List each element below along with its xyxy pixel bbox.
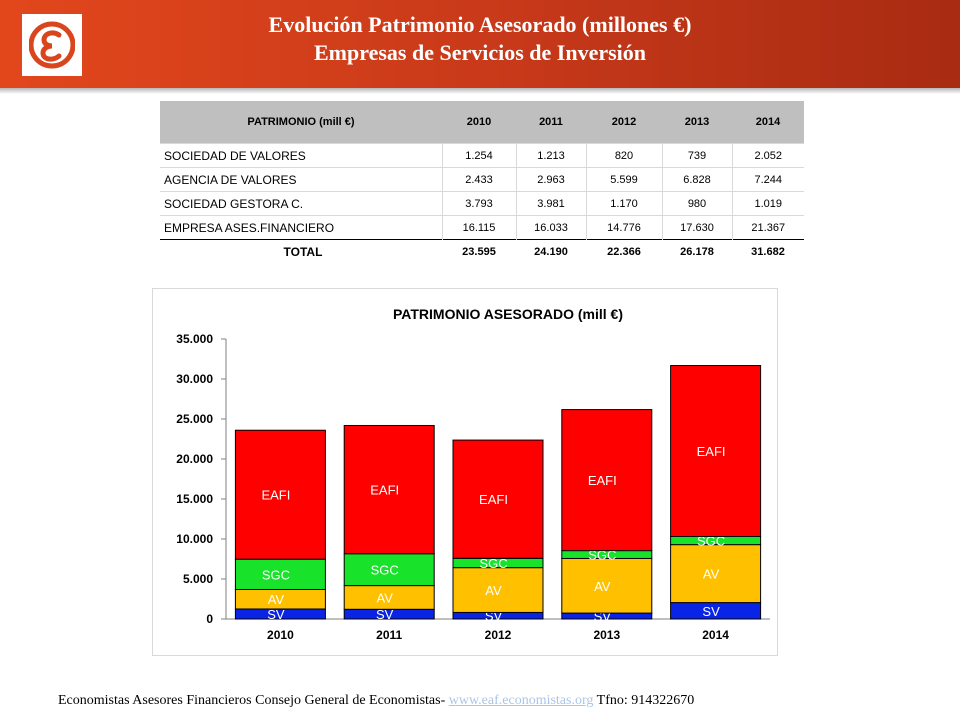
bar-segment [670, 365, 762, 537]
table-header-year: 2014 [732, 101, 804, 144]
bar-segment [343, 424, 435, 555]
bar-segment-label: SV [376, 607, 394, 622]
table-cell: 6.828 [662, 167, 733, 192]
table-cell: 16.033 [516, 215, 587, 240]
bar-segment-label: SGC [588, 548, 616, 563]
header-divider [0, 88, 960, 94]
bar-segment-label: EAFI [370, 483, 399, 498]
bar-segment-label: SGC [371, 563, 399, 578]
bar-segment [452, 567, 544, 613]
bar-segment [234, 558, 326, 591]
bar-segment-label: EAFI [479, 492, 508, 507]
table-cell: 2.052 [732, 143, 804, 168]
table-cell: 14.776 [586, 215, 663, 240]
y-tick-label: 20.000 [176, 452, 213, 466]
table-cell: 21.367 [732, 215, 804, 240]
bar-segment-label: AV [703, 567, 720, 582]
bar-segment-label: EAFI [261, 488, 290, 503]
bar-segment [234, 429, 326, 560]
table-row: AGENCIA DE VALORES 2.433 2.963 5.599 6.8… [160, 167, 804, 192]
bar-segment-label: AV [594, 579, 611, 594]
table-row: SOCIEDAD DE VALORES 1.254 1.213 820 739 … [160, 143, 804, 168]
total-cell: 26.178 [662, 239, 732, 263]
table-total-row: TOTAL 23.595 24.190 22.366 26.178 31.682 [160, 239, 804, 263]
row-label: SOCIEDAD DE VALORES [160, 143, 443, 168]
total-cell: 22.366 [586, 239, 662, 263]
footer-text: Economistas Asesores Financieros Consejo… [58, 693, 446, 708]
total-cell: 23.595 [442, 239, 516, 263]
table-cell: 739 [662, 143, 733, 168]
page-subtitle: Empresas de Servicios de Inversión [313, 40, 647, 65]
y-tick-label: 15.000 [176, 492, 213, 506]
table-row: SOCIEDAD GESTORA C. 3.793 3.981 1.170 98… [160, 191, 804, 216]
footer-phone: Tfno: 914322670 [596, 693, 695, 708]
total-label: TOTAL [160, 239, 442, 263]
table-cell: 16.115 [442, 215, 517, 240]
table-header-year: 2011 [516, 101, 586, 144]
bar-segment [561, 409, 653, 552]
table-cell: 1.170 [586, 191, 663, 216]
x-tick-label: 2010 [267, 628, 294, 642]
row-label: EMPRESA ASES.FINANCIERO [160, 215, 443, 240]
logo [22, 14, 82, 76]
table-cell: 2.433 [442, 167, 517, 192]
table-cell: 3.981 [516, 191, 587, 216]
table-cell: 7.244 [732, 167, 804, 192]
footer: Economistas Asesores Financieros Consejo… [58, 693, 694, 709]
table-header-year: 2013 [662, 101, 732, 144]
chart-title: PATRIMONIO ASESORADO (mill €) [393, 306, 623, 322]
y-tick-label: 25.000 [176, 412, 213, 426]
y-tick-label: 30.000 [176, 372, 213, 386]
y-axis: 0 5.000 10.000 15.000 20.000 25.000 30.000 35.0… [176, 332, 227, 626]
bar-segment [452, 439, 544, 559]
table-header-label: PATRIMONIO (mill €) [160, 101, 442, 144]
header-banner [0, 0, 960, 90]
table-cell: 820 [586, 143, 663, 168]
table-cell: 17.630 [662, 215, 733, 240]
table-header-year: 2012 [586, 101, 662, 144]
bar-segment-label: EAFI [697, 444, 726, 459]
bar-segment [670, 544, 762, 604]
x-tick-label: 2012 [485, 628, 512, 642]
bar-segment-label: AV [268, 592, 285, 607]
table-cell: 5.599 [586, 167, 663, 192]
bar-segment [561, 557, 653, 614]
row-label: AGENCIA DE VALORES [160, 167, 443, 192]
x-tick-label: 2014 [702, 628, 729, 642]
table-cell: 3.793 [442, 191, 517, 216]
table-cell: 980 [662, 191, 733, 216]
economistas-logo-icon [29, 21, 75, 69]
total-cell: 24.190 [516, 239, 586, 263]
table-cell: 1.213 [516, 143, 587, 168]
bar-segment-label: EAFI [588, 473, 617, 488]
bar-segment-label: SGC [262, 567, 290, 582]
row-label: SOCIEDAD GESTORA C. [160, 191, 443, 216]
table-cell: 1.019 [732, 191, 804, 216]
bar-segment-label: AV [485, 583, 502, 598]
bar-segment-label: SGC [479, 556, 507, 571]
page-title: Evolución Patrimonio Asesorado (millones… [268, 12, 692, 37]
bar-segment-label: SV [702, 604, 720, 619]
bar-stack-group: SVAVSGCEAFISVAVSGCEAFISVAVSGCEAFISVAVSGC… [234, 365, 762, 624]
x-tick-label: 2011 [376, 628, 402, 642]
table-cell: 2.963 [516, 167, 587, 192]
bar-segment-label: AV [377, 590, 394, 605]
total-cell: 31.682 [732, 239, 804, 263]
table-row: EMPRESA ASES.FINANCIERO 16.115 16.033 14… [160, 215, 804, 240]
bar-segment-label: SV [267, 607, 285, 622]
table-cell: 1.254 [442, 143, 517, 168]
bar-segment-label: SGC [697, 534, 725, 549]
y-tick-label: 10.000 [176, 532, 213, 546]
patrimonio-table: PATRIMONIO (mill €) 2010 2011 2012 2013 … [160, 101, 804, 263]
y-tick-label: 0 [206, 612, 213, 626]
y-tick-label: 5.000 [183, 572, 213, 586]
bar-segment [343, 553, 435, 587]
footer-link[interactable]: www.eaf.economistas.org [448, 693, 594, 708]
table-header-row: PATRIMONIO (mill €) 2010 2011 2012 2013 … [160, 101, 804, 144]
table-header-year: 2010 [442, 101, 516, 144]
x-tick-label: 2013 [593, 628, 620, 642]
y-tick-label: 35.000 [176, 332, 213, 346]
stacked-bar-chart: PATRIMONIO ASESORADO (mill €) 0 5.000 10.0… [152, 288, 778, 656]
